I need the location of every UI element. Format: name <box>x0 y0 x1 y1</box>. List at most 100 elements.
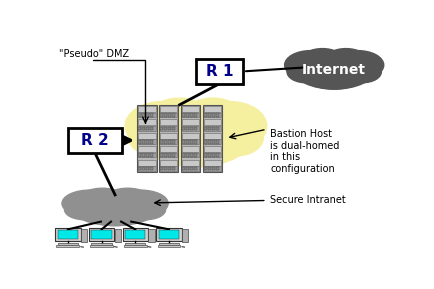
Bar <box>90 245 113 247</box>
Bar <box>203 106 221 112</box>
Bar <box>91 243 112 245</box>
Bar <box>160 113 163 117</box>
Bar <box>181 146 199 152</box>
Bar <box>190 140 192 144</box>
Bar <box>190 113 192 117</box>
Bar <box>215 153 218 157</box>
Bar <box>91 230 112 240</box>
Bar <box>182 229 188 242</box>
Bar <box>182 113 184 117</box>
Bar <box>203 119 221 125</box>
Bar <box>164 127 167 130</box>
Bar <box>194 113 196 117</box>
Ellipse shape <box>209 119 263 156</box>
Bar <box>181 106 199 112</box>
Ellipse shape <box>300 49 343 72</box>
Bar <box>138 127 141 130</box>
Bar <box>203 139 221 144</box>
Bar <box>181 153 199 158</box>
Text: Bastion Host
is dual-homed
in this
configuration: Bastion Host is dual-homed in this confi… <box>270 129 339 174</box>
Bar <box>207 140 210 144</box>
Bar <box>211 153 214 157</box>
Ellipse shape <box>324 49 366 72</box>
Bar <box>150 167 152 171</box>
Bar <box>194 153 196 157</box>
Bar <box>146 127 148 130</box>
Bar <box>181 166 199 171</box>
Bar <box>146 140 148 144</box>
Bar <box>190 167 192 171</box>
Bar <box>211 113 214 117</box>
Bar <box>181 113 199 117</box>
Bar <box>215 127 218 130</box>
Bar <box>138 166 155 171</box>
Ellipse shape <box>64 199 105 220</box>
Text: R 2: R 2 <box>81 133 108 148</box>
Bar <box>115 229 121 242</box>
Bar <box>181 126 199 131</box>
Bar <box>150 140 152 144</box>
Bar <box>181 105 200 172</box>
Bar <box>186 140 188 144</box>
Bar <box>215 140 218 144</box>
Bar <box>203 146 221 152</box>
Bar <box>159 113 177 117</box>
Bar <box>203 133 221 139</box>
Bar <box>159 153 177 158</box>
Bar <box>68 128 122 153</box>
Bar <box>207 113 210 117</box>
Ellipse shape <box>148 98 209 137</box>
Ellipse shape <box>72 191 158 226</box>
Bar <box>125 230 145 240</box>
Bar <box>146 167 148 171</box>
Bar <box>138 167 141 171</box>
Bar <box>158 230 179 240</box>
Bar <box>160 153 163 157</box>
Bar <box>158 105 178 172</box>
Bar <box>157 245 180 247</box>
Bar <box>150 153 152 157</box>
Bar <box>164 153 167 157</box>
Bar <box>186 153 188 157</box>
Bar <box>159 126 177 131</box>
Bar <box>125 243 145 245</box>
Bar <box>160 167 163 171</box>
Bar <box>171 127 174 130</box>
Text: R 1: R 1 <box>205 64 233 79</box>
Bar <box>159 106 177 112</box>
Bar <box>138 153 141 157</box>
Bar <box>204 127 206 130</box>
Bar <box>159 160 177 166</box>
Bar <box>55 228 80 241</box>
Bar <box>142 153 145 157</box>
Bar <box>168 153 171 157</box>
Bar <box>207 127 210 130</box>
Bar <box>211 167 214 171</box>
Ellipse shape <box>82 199 148 226</box>
Bar <box>159 139 177 144</box>
Bar <box>159 133 177 139</box>
Bar <box>186 113 188 117</box>
Bar <box>194 127 196 130</box>
Text: Secure Intranet: Secure Intranet <box>270 195 345 205</box>
Bar <box>146 113 148 117</box>
Bar <box>204 113 206 117</box>
Bar <box>158 243 179 245</box>
Bar <box>194 140 196 144</box>
Ellipse shape <box>79 188 125 210</box>
Bar <box>171 113 174 117</box>
Ellipse shape <box>138 103 253 167</box>
Text: Internet: Internet <box>302 63 365 77</box>
Bar <box>81 229 87 242</box>
Bar <box>148 229 155 242</box>
Bar <box>181 139 199 144</box>
Bar <box>182 167 184 171</box>
Bar <box>164 113 167 117</box>
Bar <box>56 245 79 247</box>
Ellipse shape <box>152 118 239 167</box>
Bar <box>168 140 171 144</box>
Bar <box>190 153 192 157</box>
Bar <box>142 113 145 117</box>
Ellipse shape <box>62 190 117 217</box>
Bar <box>138 113 141 117</box>
